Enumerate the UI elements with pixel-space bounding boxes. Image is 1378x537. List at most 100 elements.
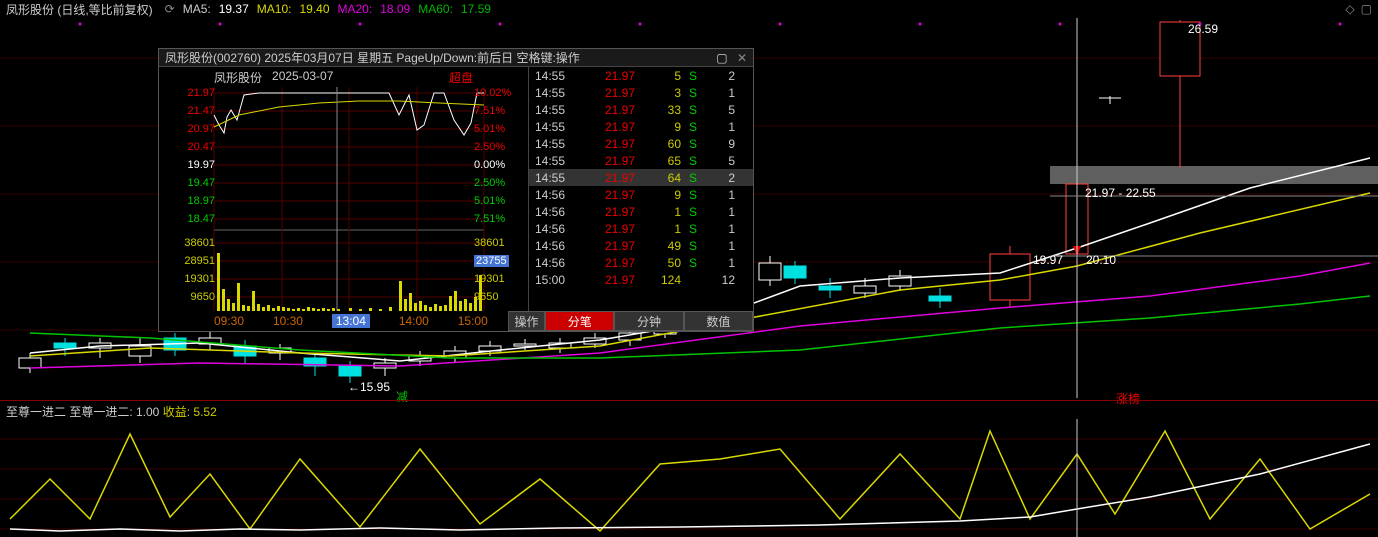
tick-volume: 5 [635, 69, 681, 83]
tick-time: 15:00 [535, 273, 581, 287]
tick-price: 21.97 [581, 69, 635, 83]
tick-count: 1 [705, 222, 735, 236]
tick-row[interactable]: 14:5521.975S2 [529, 67, 753, 84]
tick-bs: S [681, 86, 705, 100]
tick-price: 21.97 [581, 188, 635, 202]
intraday-chart[interactable]: 凤形股份 2025-03-07 超盘 21.97 21.47 20.97 20.47 1… [159, 67, 529, 311]
tick-time: 14:56 [535, 222, 581, 236]
mini-time-tick: 10:30 [273, 314, 303, 328]
tick-time: 14:56 [535, 239, 581, 253]
ma5-value: 19.37 [219, 2, 249, 16]
tick-price: 21.97 [581, 154, 635, 168]
close-icon[interactable]: ✕ [737, 51, 747, 65]
mini-y-label: 2.50% [474, 177, 505, 189]
ma20-label: MA20: [338, 2, 373, 16]
mode-button[interactable]: 分笔 [545, 311, 614, 331]
mini-tag: 超盘 [449, 69, 473, 86]
tick-bs: S [681, 120, 705, 134]
mini-time-tick: 13:04 [332, 314, 370, 328]
intraday-popup[interactable]: 凤形股份(002760) 2025年03月07日 星期五 PageUp/Down… [158, 48, 754, 332]
mini-time-tick: 15:00 [458, 314, 488, 328]
mini-y-label: 5.01% [474, 195, 505, 207]
tick-row[interactable]: 14:5521.9765S5 [529, 152, 753, 169]
tick-row[interactable]: 14:5521.9764S2 [529, 169, 753, 186]
popup-title-text: 凤形股份(002760) 2025年03月07日 星期五 PageUp/Down… [165, 49, 580, 66]
diamond-icon[interactable]: ◇ [1345, 2, 1354, 16]
mini-y-label: 21.47 [187, 105, 215, 117]
tick-time: 14:55 [535, 120, 581, 134]
tick-bs: S [681, 256, 705, 270]
tick-volume: 3 [635, 86, 681, 100]
tick-row[interactable]: 14:5621.9750S1 [529, 254, 753, 271]
chart-annotation: 20.10 [1086, 253, 1116, 267]
tick-time: 14:55 [535, 86, 581, 100]
mini-y-label: 7.51% [474, 105, 505, 117]
tick-price: 21.97 [581, 120, 635, 134]
mini-time-tick: 09:30 [214, 314, 244, 328]
maximize-icon[interactable]: ▢ [716, 51, 727, 65]
chart-annotation: 21.97 - 22.55 [1085, 186, 1156, 200]
mini-y-label: 38601 [474, 237, 505, 249]
mini-y-label: 20.47 [187, 141, 215, 153]
mode-button[interactable]: 数值 [684, 311, 753, 331]
tick-time: 14:55 [535, 69, 581, 83]
tick-count: 12 [705, 273, 735, 287]
tick-count: 2 [705, 171, 735, 185]
tick-bs: S [681, 137, 705, 151]
ma10-value: 19.40 [299, 2, 329, 16]
tick-row[interactable]: 14:5521.979S1 [529, 118, 753, 135]
tick-row[interactable]: 14:5521.9733S5 [529, 101, 753, 118]
mini-y-label: 0.00% [474, 159, 505, 171]
mini-y-label: 2.50% [474, 141, 505, 153]
refresh-icon[interactable]: ⟳ [165, 2, 175, 16]
indicator-panel[interactable]: 至尊一进二 至尊一进二: 1.00 收益: 5.52 [0, 400, 1378, 536]
tick-row[interactable]: 14:5521.9760S9 [529, 135, 753, 152]
box-icon[interactable]: ▢ [1361, 2, 1372, 16]
tick-price: 21.97 [581, 137, 635, 151]
mini-y-label: 19.47 [187, 177, 215, 189]
ma20-value: 18.09 [380, 2, 410, 16]
tick-volume: 1 [635, 205, 681, 219]
chart-annotation: 19.97 [1033, 253, 1063, 267]
mini-y-label: 20.97 [187, 123, 215, 135]
tick-price: 21.97 [581, 239, 635, 253]
tick-count: 1 [705, 86, 735, 100]
tick-volume: 1 [635, 222, 681, 236]
tick-count: 1 [705, 256, 735, 270]
tick-bs: S [681, 239, 705, 253]
mode-button[interactable]: 分钟 [614, 311, 683, 331]
mini-time-tick: 14:00 [399, 314, 429, 328]
ma10-label: MA10: [257, 2, 292, 16]
tick-count: 1 [705, 120, 735, 134]
operate-button[interactable]: 操作 [508, 311, 545, 331]
chart-annotation: ←15.95 [348, 380, 390, 394]
tick-row[interactable]: 14:5521.973S1 [529, 84, 753, 101]
tick-price: 21.97 [581, 103, 635, 117]
mini-stock-name: 凤形股份 [214, 69, 262, 86]
mini-y-label: 10.02% [474, 87, 511, 99]
tick-row[interactable]: 14:5621.9749S1 [529, 237, 753, 254]
stock-title: 凤形股份 (日线,等比前复权) [6, 1, 153, 18]
tick-row[interactable]: 15:0021.9712412 [529, 271, 753, 288]
tick-count: 1 [705, 239, 735, 253]
tick-row[interactable]: 14:5621.979S1 [529, 186, 753, 203]
tick-row[interactable]: 14:5621.971S1 [529, 220, 753, 237]
tick-volume: 33 [635, 103, 681, 117]
tick-count: 9 [705, 137, 735, 151]
tick-bs: S [681, 222, 705, 236]
tick-price: 21.97 [581, 256, 635, 270]
tick-count: 5 [705, 154, 735, 168]
mini-time-axis: 09:30 10:30 13:04 14:00 15:00 [159, 311, 508, 331]
popup-titlebar[interactable]: 凤形股份(002760) 2025年03月07日 星期五 PageUp/Down… [159, 49, 753, 67]
tick-table[interactable]: 14:5521.975S214:5521.973S114:5521.9733S5… [529, 67, 753, 311]
tick-volume: 9 [635, 188, 681, 202]
mini-y-label: 19.97 [187, 159, 215, 171]
tick-time: 14:55 [535, 103, 581, 117]
tick-row[interactable]: 14:5621.971S1 [529, 203, 753, 220]
ma60-label: MA60: [418, 2, 453, 16]
tick-price: 21.97 [581, 222, 635, 236]
mini-y-label: 38601 [184, 237, 215, 249]
mini-y-label: 21.97 [187, 87, 215, 99]
tick-time: 14:56 [535, 188, 581, 202]
mini-date: 2025-03-07 [272, 69, 333, 86]
